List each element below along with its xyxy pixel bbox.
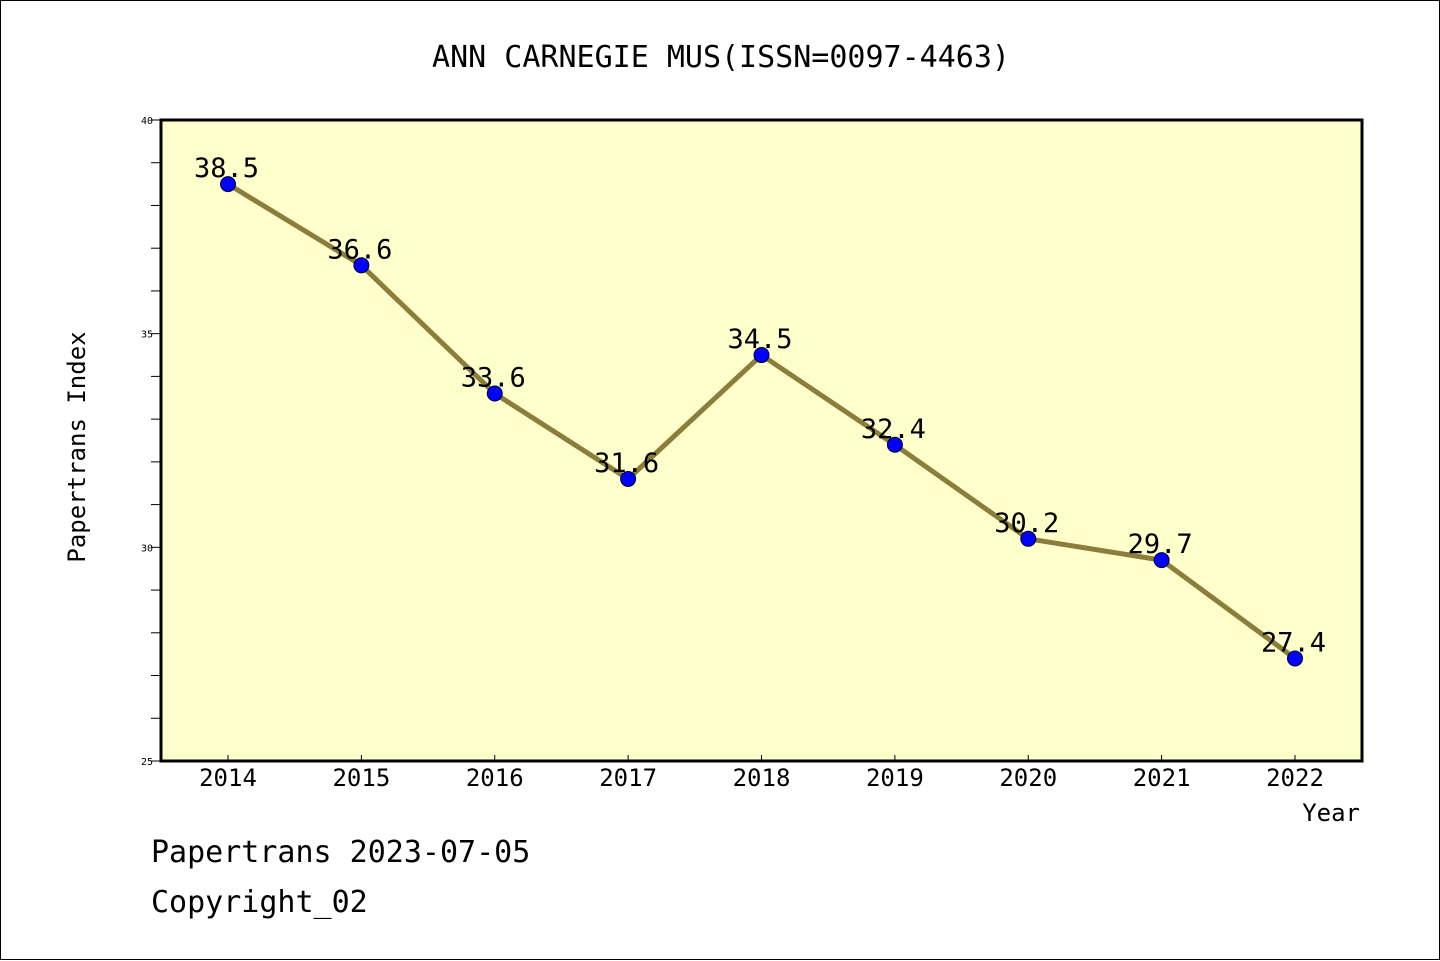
data-label: 32.4 xyxy=(861,414,926,445)
y-tick-label: 25 xyxy=(141,757,153,768)
x-tick-label: 2021 xyxy=(1133,764,1191,792)
footer-copyright: Copyright_02 xyxy=(151,885,368,920)
data-label: 38.5 xyxy=(194,153,259,184)
data-label: 33.6 xyxy=(461,362,526,393)
x-axis-label: Year xyxy=(1302,799,1360,827)
data-label: 31.6 xyxy=(594,448,659,479)
x-tick-label: 2020 xyxy=(999,764,1057,792)
data-label: 29.7 xyxy=(1128,529,1193,560)
plot-area xyxy=(161,120,1362,761)
chart-title: ANN CARNEGIE MUS(ISSN=0097-4463) xyxy=(432,40,1010,75)
y-axis: 25 30 35 40 xyxy=(141,116,161,768)
x-axis: 2014 2015 2016 2017 2018 2019 2020 2021 2022 xyxy=(199,755,1324,792)
x-tick-label: 2017 xyxy=(599,764,657,792)
data-markers xyxy=(220,176,1303,667)
y-tick-label: 40 xyxy=(141,116,153,127)
x-tick-label: 2014 xyxy=(199,764,257,792)
data-point xyxy=(1287,650,1303,667)
data-point xyxy=(1020,530,1037,547)
data-point xyxy=(620,470,637,487)
plot-border xyxy=(159,118,1364,763)
x-tick-label: 2022 xyxy=(1266,764,1324,792)
x-tick-label: 2016 xyxy=(466,764,524,792)
x-tick-label: 2019 xyxy=(866,764,924,792)
y-axis-label: Papertrans Index xyxy=(63,331,91,562)
data-point xyxy=(1153,552,1170,569)
data-point xyxy=(220,176,236,193)
y-tick-label: 30 xyxy=(141,543,153,554)
data-point xyxy=(753,347,770,364)
data-point xyxy=(353,257,370,274)
data-label: 27.4 xyxy=(1261,627,1326,658)
data-point xyxy=(886,436,903,453)
footer-date: Papertrans 2023-07-05 xyxy=(151,835,531,870)
data-point xyxy=(486,385,503,402)
data-label: 34.5 xyxy=(728,324,793,355)
x-tick-label: 2015 xyxy=(332,764,390,792)
data-labels: 38.5 36.6 33.6 31.6 34.5 32.4 30.2 29.7 27.4 xyxy=(194,153,1326,658)
data-label: 30.2 xyxy=(994,508,1059,539)
data-label: 36.6 xyxy=(327,234,392,265)
y-tick-label: 35 xyxy=(141,330,153,341)
x-tick-label: 2018 xyxy=(733,764,791,792)
